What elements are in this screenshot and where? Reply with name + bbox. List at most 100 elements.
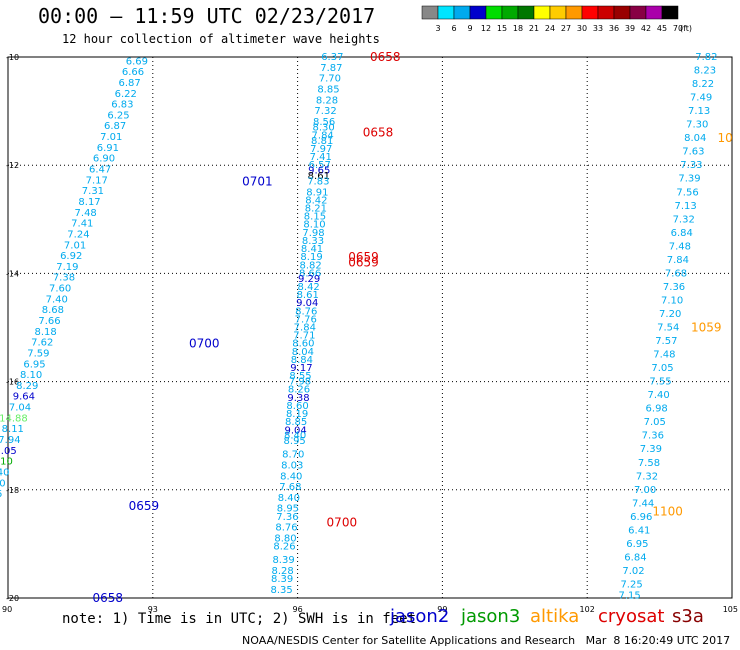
- data-label: 6.84: [624, 552, 646, 563]
- legend-swatch: [517, 5, 535, 20]
- data-label: 6.98: [646, 404, 668, 415]
- legend-swatch: [453, 5, 471, 20]
- legend-swatch: [565, 5, 583, 20]
- time-annotation: 0658: [363, 126, 394, 140]
- data-label: 7.04: [9, 403, 31, 414]
- data-label: 8.23: [694, 66, 716, 77]
- data-label: 7.83: [307, 176, 329, 187]
- data-label: 7.58: [638, 458, 660, 469]
- data-label: 8.19: [286, 409, 308, 420]
- legend-label: 24: [545, 24, 555, 33]
- legend-label: 6: [451, 24, 456, 33]
- time-annotation: 0659: [348, 256, 379, 270]
- data-label: 8.42: [298, 282, 320, 293]
- data-label: 7.84: [312, 130, 334, 141]
- legend-label: 12: [481, 24, 491, 33]
- data-label: 8.29: [16, 381, 38, 392]
- data-label: 8.76: [295, 306, 317, 317]
- legend-label: 42: [641, 24, 651, 33]
- legend-label: 27: [561, 24, 571, 33]
- data-label: 8.40: [278, 493, 300, 504]
- data-label: 7.48: [653, 350, 675, 361]
- data-label: 8.16: [0, 489, 2, 500]
- data-label: 6.90: [93, 154, 115, 165]
- data-label: 7.39: [678, 174, 700, 185]
- data-label: 7.98: [302, 228, 324, 239]
- data-label: 7.98: [289, 377, 311, 388]
- data-label: 7.97: [310, 144, 332, 155]
- data-label: 6.92: [60, 251, 82, 262]
- data-label: 8.40: [280, 471, 302, 482]
- footer-credit: NOAA/NESDIS Center for Satellite Applica…: [242, 634, 731, 647]
- x-tick-label: 96: [293, 605, 303, 614]
- data-label: 7.62: [31, 338, 53, 349]
- data-label: 7.66: [38, 316, 60, 327]
- data-label: 8.68: [42, 305, 64, 316]
- legend-swatch: [485, 5, 503, 20]
- y-tick-label: -14: [6, 269, 19, 278]
- legend-swatch: [613, 5, 631, 20]
- time-annotation: 1059: [691, 321, 722, 335]
- time-annotation: 10: [718, 131, 733, 145]
- legend-swatch: [597, 5, 615, 20]
- legend-label: 3: [435, 24, 440, 33]
- data-label: 8.39: [272, 555, 294, 566]
- time-annotation: 0659: [348, 250, 379, 264]
- data-label: 7.17: [86, 175, 108, 186]
- data-label: 14.88: [0, 413, 28, 424]
- data-label: 9.65: [308, 166, 330, 177]
- legend-label: 21: [529, 24, 539, 33]
- data-label: 8.11: [2, 424, 24, 435]
- data-label: 8.41: [301, 244, 323, 255]
- data-label: 7.41: [310, 152, 332, 163]
- data-label: 8.20: [0, 478, 6, 489]
- data-label: 6.25: [107, 110, 129, 121]
- data-label: 9.38: [287, 393, 309, 404]
- legend-label: 45: [657, 24, 667, 33]
- data-label: 6.41: [628, 525, 650, 536]
- data-label: 7.38: [53, 273, 75, 284]
- legend-swatch: [661, 5, 679, 20]
- data-label: 7.25: [620, 579, 642, 590]
- data-label: 7.01: [100, 132, 122, 143]
- data-label: 8.60: [292, 339, 314, 350]
- data-label: 6.69: [126, 56, 148, 67]
- data-label: 8.17: [78, 197, 100, 208]
- data-label: 7.68: [279, 482, 301, 493]
- data-label: 8.91: [306, 187, 328, 198]
- legend-altika: altika: [530, 606, 580, 627]
- data-label: 6.84: [671, 228, 693, 239]
- data-label: 7.82: [695, 52, 717, 63]
- data-label: 8.80: [274, 533, 296, 544]
- data-label: 9.04: [285, 425, 307, 436]
- data-label: 7.60: [49, 284, 71, 295]
- data-label: 7.49: [690, 93, 712, 104]
- data-label: 7.32: [673, 214, 695, 225]
- data-label: 7.41: [71, 219, 93, 230]
- data-label: 7.33: [680, 160, 702, 171]
- y-tick-label: -20: [6, 594, 19, 603]
- x-tick-label: 99: [437, 605, 447, 614]
- data-label: 6.37: [321, 52, 343, 63]
- legend-swatch: [581, 5, 599, 20]
- x-tick-label: 105: [723, 605, 738, 614]
- data-label: 6.87: [104, 121, 126, 132]
- data-label: 8.21: [305, 203, 327, 214]
- data-label: 8.03: [281, 460, 303, 471]
- y-tick-label: -18: [6, 486, 19, 495]
- time-annotation: 0700: [189, 337, 220, 351]
- data-label: 7.39: [640, 444, 662, 455]
- data-label: 7.32: [636, 471, 658, 482]
- time-annotation: 0700: [327, 515, 358, 529]
- data-label: 8.40: [0, 467, 9, 478]
- time-annotation: 1100: [652, 504, 683, 518]
- data-label: 7.68: [665, 268, 687, 279]
- x-tick-label: 102: [580, 605, 595, 614]
- legend-label: 36: [609, 24, 619, 33]
- data-label: 6.95: [23, 359, 45, 370]
- data-label: 7.13: [674, 201, 696, 212]
- data-label: 8.82: [299, 260, 321, 271]
- data-label: 6.87: [118, 78, 140, 89]
- legend-swatch: [629, 5, 647, 20]
